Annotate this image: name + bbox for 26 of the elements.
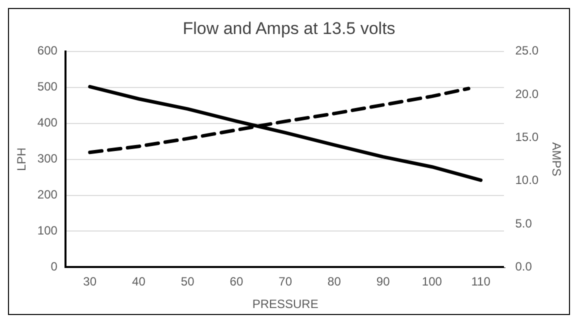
- y2-tick-label: 25.0: [515, 44, 539, 58]
- x-tick-label: 40: [132, 274, 146, 289]
- y-tick-label: 200: [37, 188, 58, 202]
- y-tick-label: 300: [37, 152, 58, 166]
- x-tick-label: 100: [422, 274, 442, 289]
- y2-tick-label: 10.0: [515, 173, 539, 188]
- x-tick-label: 110: [471, 274, 491, 289]
- x-tick-label: 60: [230, 274, 244, 289]
- y-tick-label: 100: [37, 224, 58, 238]
- x-tick-label: 30: [83, 274, 97, 289]
- x-tick-label: 80: [328, 274, 342, 289]
- x-tick-label: 50: [180, 274, 195, 289]
- x-tick-label: 90: [376, 274, 390, 289]
- y2-tick-label: 5.0: [515, 216, 532, 230]
- y-tick-label: 400: [37, 116, 58, 130]
- y-tick-label: 600: [37, 44, 58, 58]
- y2-tick-label: 15.0: [515, 130, 539, 144]
- y2-axis-title: AMPS: [549, 142, 564, 176]
- x-tick-label: 70: [278, 274, 292, 289]
- y2-tick-label: 0.0: [515, 260, 532, 274]
- y-tick-label: 0: [50, 260, 58, 274]
- y-axis-title: LPH: [14, 148, 29, 171]
- chart-title: Flow and Amps at 13.5 volts: [182, 18, 396, 38]
- y-tick-label: 500: [37, 80, 58, 94]
- y2-tick-label: 20.0: [515, 86, 539, 101]
- x-axis-title: PRESSURE: [252, 297, 318, 312]
